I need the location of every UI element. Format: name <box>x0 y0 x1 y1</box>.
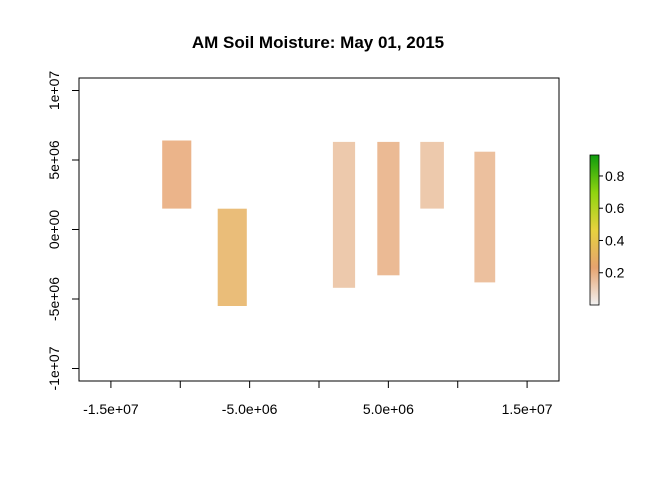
data-swath-5 <box>420 141 444 209</box>
x-tick-label: 5.0e+06 <box>363 401 414 417</box>
x-tick-label: 1.5e+07 <box>502 401 553 417</box>
y-tick-label: 1e+07 <box>46 71 62 111</box>
y-tick-label: 5e+06 <box>46 140 62 180</box>
data-swath-3 <box>332 141 356 288</box>
y-tick-label: -1e+07 <box>46 346 62 390</box>
colorbar <box>589 154 600 306</box>
x-tick-label: -5.0e+06 <box>222 401 278 417</box>
data-swath-4 <box>377 141 400 276</box>
data-swath-6 <box>474 151 496 283</box>
y-tick-label: -5e+06 <box>46 277 62 321</box>
chart-title: AM Soil Moisture: May 01, 2015 <box>192 33 444 52</box>
colorbar-tick-label: 0.6 <box>605 200 625 216</box>
colorbar-tick-label: 0.4 <box>605 232 625 248</box>
colorbar-legend: 0.2 0.4 0.6 0.8 <box>589 154 625 306</box>
data-swath-2 <box>217 208 247 306</box>
x-tick-label: -1.5e+07 <box>83 401 139 417</box>
colorbar-tick-label: 0.8 <box>605 168 625 184</box>
colorbar-tick-label: 0.2 <box>605 265 625 281</box>
y-tick-label: 0e+00 <box>46 210 62 250</box>
data-swath-1 <box>162 140 192 209</box>
